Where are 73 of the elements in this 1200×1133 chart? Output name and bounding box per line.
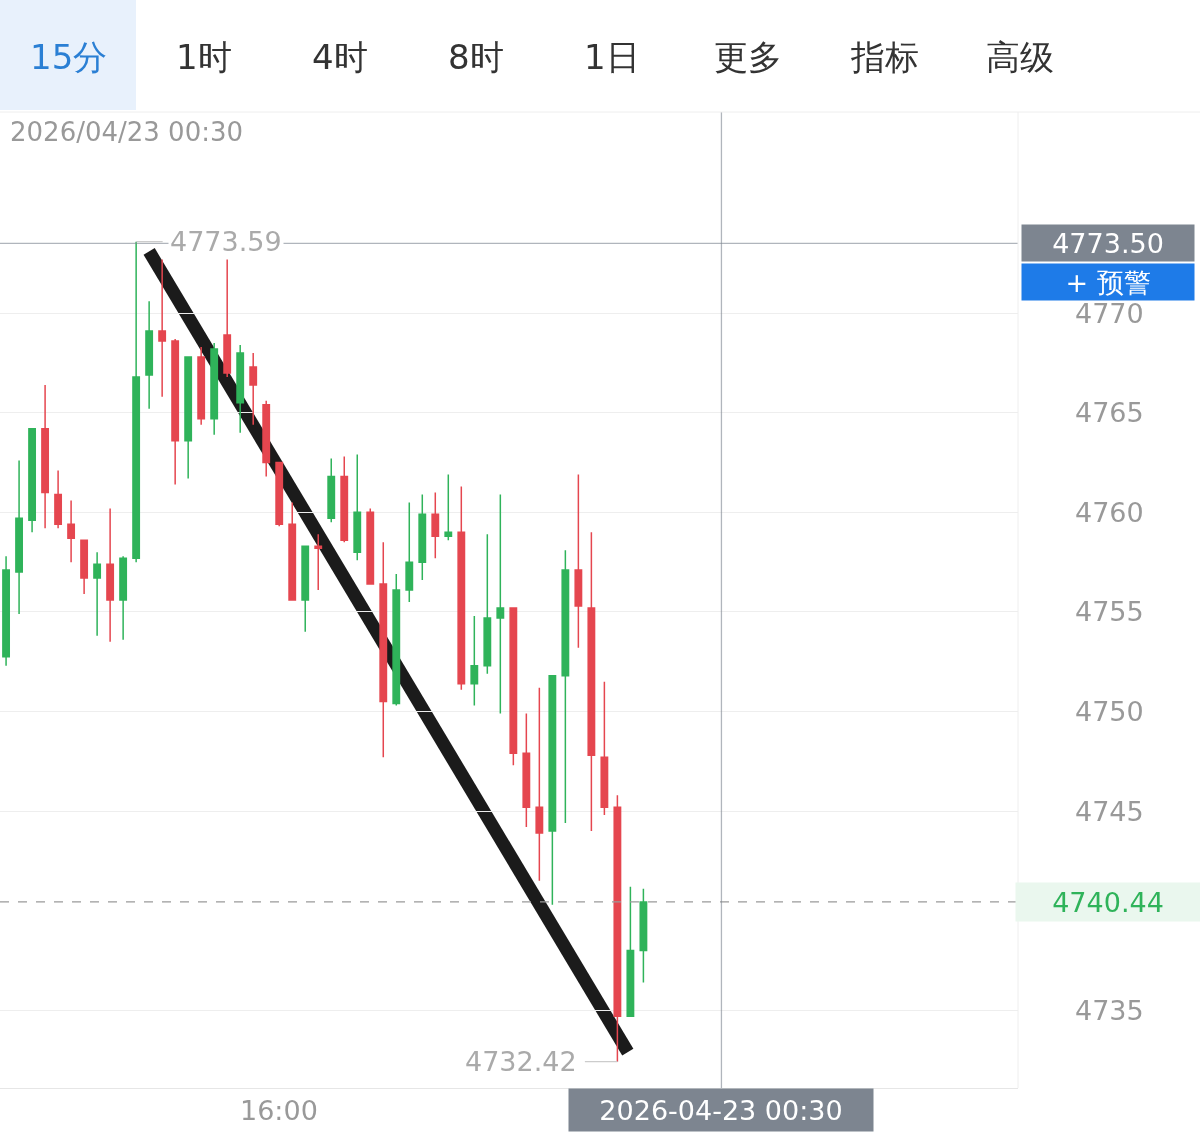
candlestick bbox=[418, 493, 427, 581]
candlestick bbox=[535, 686, 544, 882]
candlestick bbox=[2, 555, 11, 667]
ref-line-label: 4740.44 bbox=[1052, 886, 1164, 918]
candlestick bbox=[392, 573, 401, 707]
y-tick-label: 4750 bbox=[1075, 695, 1144, 727]
candlestick bbox=[210, 342, 219, 436]
text: 指标 bbox=[850, 37, 919, 77]
y-tick-label: 4735 bbox=[1075, 994, 1144, 1026]
candlestick bbox=[548, 674, 557, 906]
ref-line-label: 4773.50 bbox=[1052, 227, 1164, 259]
candlestick bbox=[223, 258, 232, 378]
annotation: 4773.59 bbox=[170, 226, 282, 257]
candlestick bbox=[54, 469, 63, 530]
text: + 预警 bbox=[1065, 266, 1151, 298]
text: 更多 bbox=[714, 37, 782, 77]
candlestick bbox=[457, 485, 466, 691]
candlestick bbox=[431, 491, 440, 559]
candlestick bbox=[301, 545, 310, 633]
candlestick bbox=[80, 539, 89, 595]
candlestick bbox=[470, 615, 479, 707]
candlestick bbox=[171, 338, 180, 486]
candlestick bbox=[132, 240, 141, 563]
candlestick bbox=[587, 531, 596, 832]
candlestick bbox=[574, 473, 583, 649]
candlestick bbox=[236, 344, 245, 434]
candlestick bbox=[379, 541, 388, 759]
candlestick bbox=[15, 459, 24, 615]
y-tick-label: 4765 bbox=[1075, 397, 1144, 429]
candlestick bbox=[444, 473, 453, 541]
candlestick bbox=[314, 533, 323, 591]
candlestick bbox=[522, 712, 531, 828]
candlestick bbox=[158, 258, 167, 398]
candlestick bbox=[28, 427, 37, 534]
candlestick bbox=[67, 499, 76, 563]
candlestick bbox=[353, 453, 362, 561]
candlestick bbox=[626, 886, 635, 1018]
candlestick bbox=[288, 501, 297, 601]
y-tick-label: 4745 bbox=[1075, 795, 1144, 827]
candlestick bbox=[262, 400, 271, 478]
candlestick bbox=[119, 555, 128, 641]
candlestick bbox=[249, 352, 258, 426]
candlestick bbox=[496, 493, 505, 715]
x-tick-label: 16:00 bbox=[240, 1095, 318, 1126]
candlestick bbox=[340, 455, 349, 543]
candlestick bbox=[184, 356, 193, 480]
y-tick-label: 4770 bbox=[1075, 297, 1144, 329]
candlestick bbox=[639, 888, 648, 984]
candlestick bbox=[41, 384, 50, 530]
text: 4时 bbox=[312, 37, 368, 77]
annotation: 4732.42 bbox=[465, 1046, 577, 1077]
candlestick bbox=[405, 501, 414, 603]
candlestick bbox=[561, 549, 570, 824]
text: 15分 bbox=[30, 37, 108, 77]
candlestick bbox=[613, 794, 622, 1063]
candlestick bbox=[93, 551, 102, 637]
y-tick-label: 4755 bbox=[1075, 596, 1144, 628]
candlestick bbox=[600, 680, 609, 816]
text: 高级 bbox=[986, 37, 1054, 77]
candlestick bbox=[145, 300, 154, 410]
candlestick bbox=[509, 607, 518, 767]
x-tick-label: 2026-04-23 00:30 bbox=[599, 1094, 843, 1126]
candlestick bbox=[327, 457, 336, 524]
candlestick bbox=[366, 507, 375, 585]
candlestick bbox=[197, 346, 206, 426]
candlestick bbox=[275, 461, 284, 528]
text: 1时 bbox=[176, 37, 232, 77]
candlestick bbox=[483, 533, 492, 675]
candlestick bbox=[106, 507, 115, 643]
text: 1日 bbox=[584, 37, 640, 77]
text: 8时 bbox=[448, 37, 504, 77]
annotation: 2026/04/23 00:30 bbox=[10, 117, 244, 147]
y-tick-label: 4760 bbox=[1075, 496, 1144, 528]
